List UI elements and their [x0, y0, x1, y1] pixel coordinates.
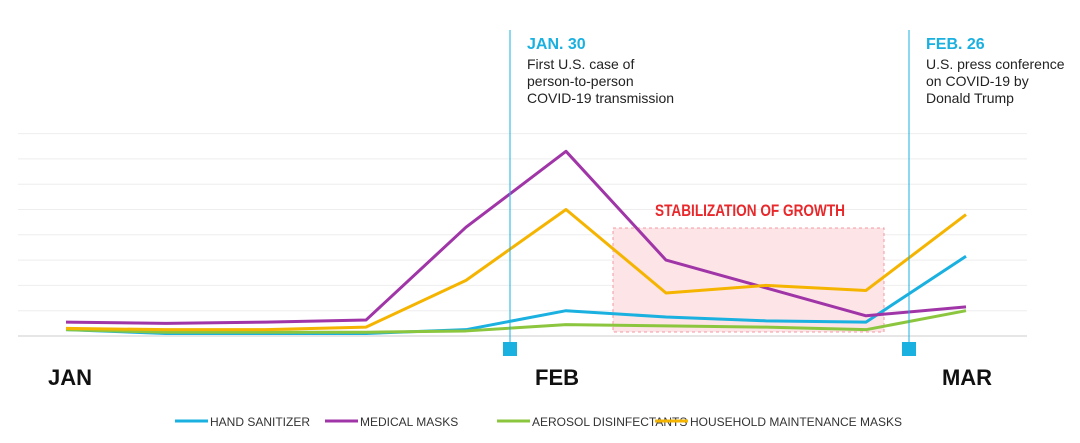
legend: HAND SANITIZER MEDICAL MASKS AEROSOL DISIN…: [175, 415, 902, 429]
annotation-text-jan30-2: person-to-person: [527, 73, 634, 89]
annotation-text-jan30-3: COVID-19 transmission: [527, 90, 674, 106]
x-tick-jan: JAN: [48, 365, 92, 390]
stabilization-region: [612, 227, 885, 333]
series-line-aerosol-disinfectants: [65, 309, 967, 334]
legend-label: HAND SANITIZER: [210, 415, 310, 429]
annotation-text-feb26-1: U.S. press conference: [926, 56, 1065, 72]
legend-label: AEROSOL DISINFECTANTS: [532, 415, 687, 429]
annotation-text-feb26-3: Donald Trump: [926, 90, 1014, 106]
stabilization-label: STABILIZATION OF GROWTH: [655, 201, 845, 220]
annotation-marker-jan30[interactable]: [503, 342, 517, 356]
legend-label: MEDICAL MASKS: [360, 415, 458, 429]
series-line-medical-masks: [65, 149, 967, 325]
annotation-date-jan30: JAN. 30: [527, 36, 586, 53]
annotation-date-feb26: FEB. 26: [926, 36, 985, 53]
annotation-text-jan30-1: First U.S. case of: [527, 56, 634, 72]
annotation-marker-feb26[interactable]: [902, 342, 916, 356]
x-tick-mar: MAR: [942, 365, 992, 390]
x-tick-feb: FEB: [535, 365, 579, 390]
annotation-text-feb26-2: on COVID-19 by: [926, 73, 1029, 89]
series-line-household-maintenance-masks: [65, 208, 967, 332]
legend-label: HOUSEHOLD MAINTENANCE MASKS: [690, 415, 902, 429]
